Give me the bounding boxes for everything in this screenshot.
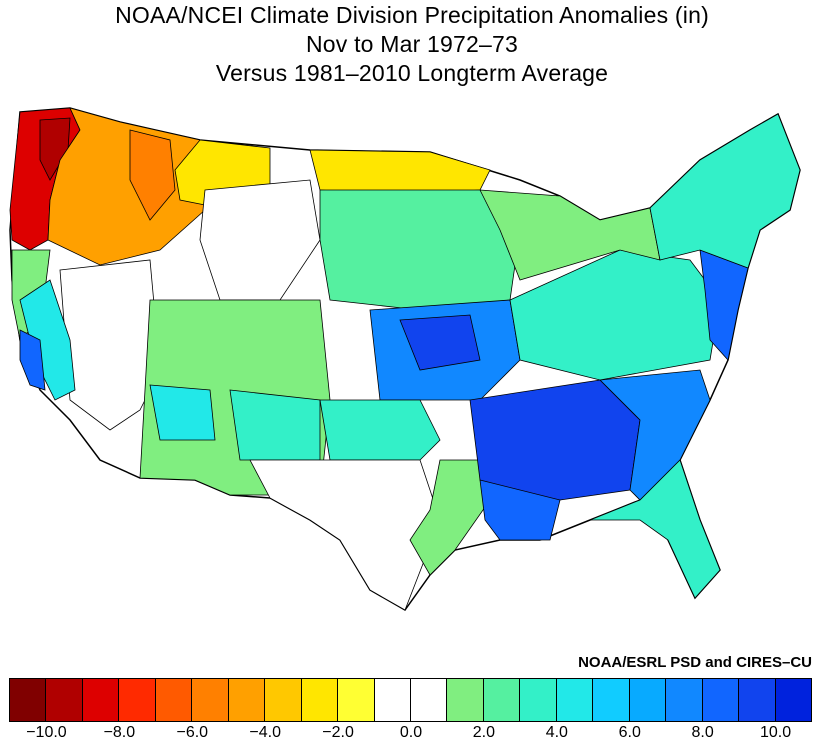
us-anomaly-map: [9, 107, 801, 611]
legend-swatch: [227, 678, 266, 722]
legend-swatch: [628, 678, 667, 722]
color-legend-ticks: −10.0 −8.0 −6.0 −4.0 −2.0 0.0 2.0 4.0 6.0 8.0 10.0: [10, 724, 812, 744]
legend-swatch: [264, 678, 302, 722]
chart-title: NOAA/NCEI Climate Division Precipitation…: [115, 2, 709, 28]
region-arizona-mid: [149, 384, 216, 441]
legend-tick-label: −8.0: [103, 724, 136, 741]
legend-tick-label: −6.0: [176, 724, 209, 741]
region-florida: [589, 459, 721, 599]
legend-swatch: [337, 678, 375, 722]
region-louisiana: [479, 479, 561, 541]
legend-tick-label: 10.0: [759, 724, 792, 741]
legend-swatch: [592, 678, 630, 722]
legend-swatch: [665, 678, 703, 722]
legend-swatch: [409, 678, 448, 722]
chart-subtitle-period: Nov to Mar 1972–73: [305, 31, 518, 57]
legend-swatch: [519, 678, 557, 722]
region-california-south: [19, 329, 46, 391]
legend-tick-label: −2.0: [322, 724, 354, 741]
legend-swatch: [45, 678, 83, 722]
region-northern-plains: [309, 149, 491, 196]
color-legend: [9, 678, 812, 722]
legend-swatch: [738, 678, 776, 722]
legend-swatch: [9, 678, 47, 722]
region-nm-west: [229, 389, 321, 461]
legend-swatch: [81, 678, 120, 722]
legend-tick-label: 6.0: [618, 724, 641, 741]
legend-tick-label: −4.0: [249, 724, 281, 741]
legend-swatch: [300, 678, 339, 722]
legend-swatch: [555, 678, 594, 722]
legend-swatch: [154, 678, 193, 722]
region-great-basin: [59, 259, 161, 431]
region-new-england: [649, 113, 801, 269]
legend-tick-label: 4.0: [545, 724, 568, 741]
legend-swatch: [118, 678, 156, 722]
legend-swatch: [482, 678, 521, 722]
region-texas: [249, 459, 441, 611]
credit-label: NOAA/ESRL PSD and CIRES–CU: [578, 654, 812, 671]
legend-tick-label: 0.0: [399, 724, 423, 741]
legend-tick-label: −10.0: [26, 724, 67, 741]
region-idaho: [129, 129, 176, 221]
legend-tick-label: 8.0: [691, 724, 714, 741]
legend-swatch: [446, 678, 484, 722]
legend-swatch: [373, 678, 411, 722]
region-kansas-core: [399, 314, 481, 371]
legend-swatch: [191, 678, 229, 722]
legend-tick-label: 2.0: [472, 724, 496, 741]
legend-swatch: [774, 678, 812, 722]
region-west-texas: [319, 399, 441, 461]
chart-subtitle-baseline: Versus 1981–2010 Longterm Average: [215, 60, 609, 86]
legend-swatch: [701, 678, 740, 722]
